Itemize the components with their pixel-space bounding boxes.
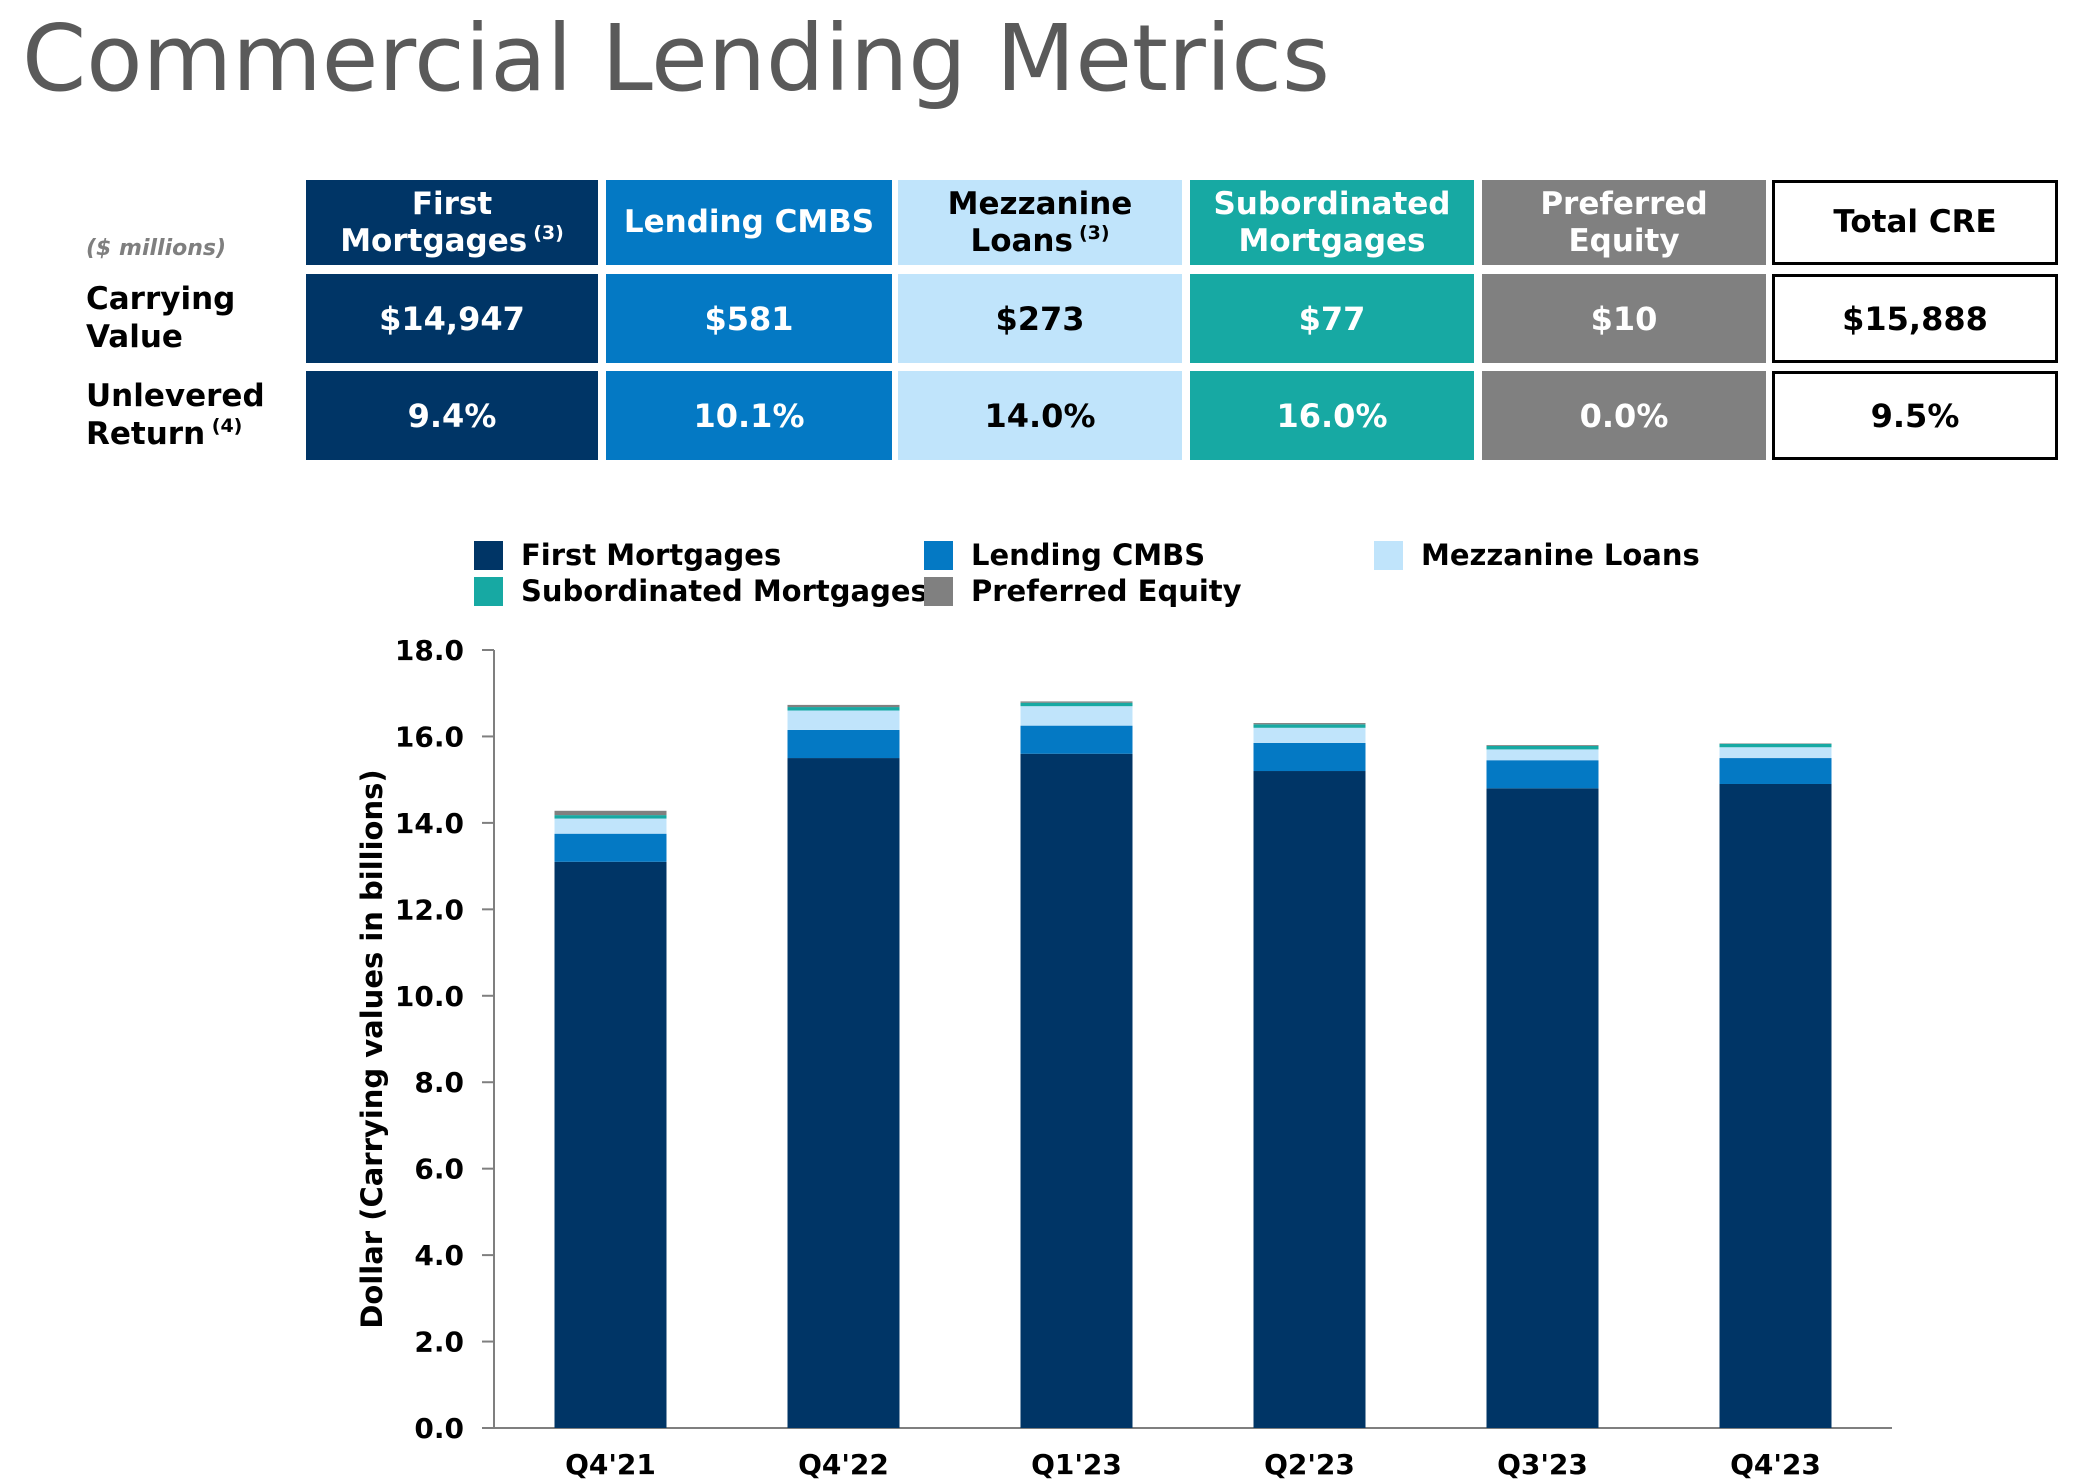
bar-lending-cmbs-1: [787, 729, 900, 759]
bar-first-mortgages-2: [1020, 753, 1133, 1428]
legend-swatch: [924, 540, 953, 570]
legend-swatch: [924, 576, 953, 606]
bar-subordinated-mortgages-4: [1486, 745, 1599, 750]
bar-lending-cmbs-2: [1020, 725, 1133, 754]
legend-item-lending-cmbs: Lending CMBS: [924, 538, 1205, 572]
row-label-carrying-value: Carrying Value: [86, 281, 236, 355]
legend-swatch: [474, 540, 503, 570]
legend-label: Lending CMBS: [971, 538, 1206, 572]
units-label: ($ millions): [86, 236, 227, 261]
y-tick-label: 18.0: [395, 634, 464, 667]
y-tick-label: 8.0: [414, 1066, 464, 1099]
header-first: First Mortgages (3): [306, 180, 598, 265]
legend-item-subordinated-mortgages: Subordinated Mortgages: [474, 574, 928, 608]
y-tick-label: 10.0: [395, 980, 464, 1013]
carrying-value-total: $15,888: [1772, 274, 2058, 363]
x-tick-label: Q4'23: [1730, 1448, 1821, 1481]
unlevered-return-first: 9.4%: [306, 371, 598, 460]
y-tick-label: 16.0: [395, 720, 464, 753]
legend-label: Mezzanine Loans: [1421, 538, 1700, 572]
y-tick-label: 6.0: [414, 1153, 464, 1186]
bar-preferred-equity-3: [1253, 723, 1366, 725]
legend-item-first-mortgages: First Mortgages: [474, 538, 781, 572]
header-cmbs: Lending CMBS: [606, 180, 892, 265]
bar-subordinated-mortgages-0: [554, 815, 667, 819]
bar-lending-cmbs-4: [1486, 760, 1599, 789]
x-tick-label: Q1'23: [1031, 1448, 1122, 1481]
bar-mezzanine-loans-0: [554, 818, 667, 834]
bar-mezzanine-loans-2: [1020, 706, 1133, 726]
bar-preferred-equity-1: [787, 704, 900, 708]
y-tick-label: 14.0: [395, 807, 464, 840]
x-tick-label: Q4'21: [565, 1448, 656, 1481]
legend-item-mezzanine-loans: Mezzanine Loans: [1374, 538, 1700, 572]
x-tick-label: Q2'23: [1264, 1448, 1355, 1481]
unlevered-return-sub: 16.0%: [1190, 371, 1474, 460]
header-mezz: Mezzanine Loans (3): [898, 180, 1182, 265]
bar-lending-cmbs-5: [1719, 758, 1832, 784]
header-total: Total CRE: [1772, 180, 2058, 265]
x-tick-label: Q3'23: [1497, 1448, 1588, 1481]
header-sub: Subordinated Mortgages: [1190, 180, 1474, 265]
bar-first-mortgages-0: [554, 861, 667, 1428]
carrying-value-pref: $10: [1482, 274, 1766, 363]
bar-first-mortgages-5: [1719, 783, 1832, 1428]
y-tick-label: 4.0: [414, 1239, 464, 1272]
unlevered-return-mezz: 14.0%: [898, 371, 1182, 460]
bar-mezzanine-loans-3: [1253, 727, 1366, 743]
y-tick-label: 0.0: [414, 1412, 464, 1445]
carrying-value-sub: $77: [1190, 274, 1474, 363]
bar-subordinated-mortgages-1: [787, 707, 900, 711]
legend-label: Preferred Equity: [971, 574, 1242, 608]
x-tick-label: Q4'22: [798, 1448, 889, 1481]
legend-swatch: [1374, 540, 1403, 570]
header-pref: Preferred Equity: [1482, 180, 1766, 265]
bar-subordinated-mortgages-2: [1020, 702, 1133, 707]
unlevered-return-total: 9.5%: [1772, 371, 2058, 460]
bar-lending-cmbs-0: [554, 833, 667, 862]
bar-first-mortgages-3: [1253, 771, 1366, 1428]
unlevered-return-cmbs: 10.1%: [606, 371, 892, 460]
y-axis-title: Dollar (Carrying values in billions): [355, 769, 389, 1328]
bar-lending-cmbs-3: [1253, 742, 1366, 772]
row-label-unlevered-return: Unlevered Return (4): [86, 378, 265, 452]
legend-label: Subordinated Mortgages: [521, 574, 928, 608]
legend-item-preferred-equity: Preferred Equity: [924, 574, 1242, 608]
bar-mezzanine-loans-4: [1486, 749, 1599, 761]
carrying-value-cmbs: $581: [606, 274, 892, 363]
bar-mezzanine-loans-1: [787, 710, 900, 730]
bar-preferred-equity-0: [554, 810, 667, 816]
y-tick-label: 12.0: [395, 893, 464, 926]
y-tick-label: 2.0: [414, 1326, 464, 1359]
legend-swatch: [474, 576, 503, 606]
page-title: Commercial Lending Metrics: [22, 5, 1330, 112]
carrying-value-first: $14,947: [306, 274, 598, 363]
unlevered-return-pref: 0.0%: [1482, 371, 1766, 460]
bar-mezzanine-loans-5: [1719, 747, 1832, 759]
bar-subordinated-mortgages-5: [1719, 743, 1832, 748]
carrying-value-mezz: $273: [898, 274, 1182, 363]
legend-label: First Mortgages: [521, 538, 782, 572]
bar-first-mortgages-4: [1486, 788, 1599, 1428]
bar-preferred-equity-4: [1486, 745, 1599, 746]
bar-first-mortgages-1: [787, 758, 900, 1428]
bar-subordinated-mortgages-3: [1253, 724, 1366, 728]
bar-preferred-equity-2: [1020, 701, 1133, 703]
